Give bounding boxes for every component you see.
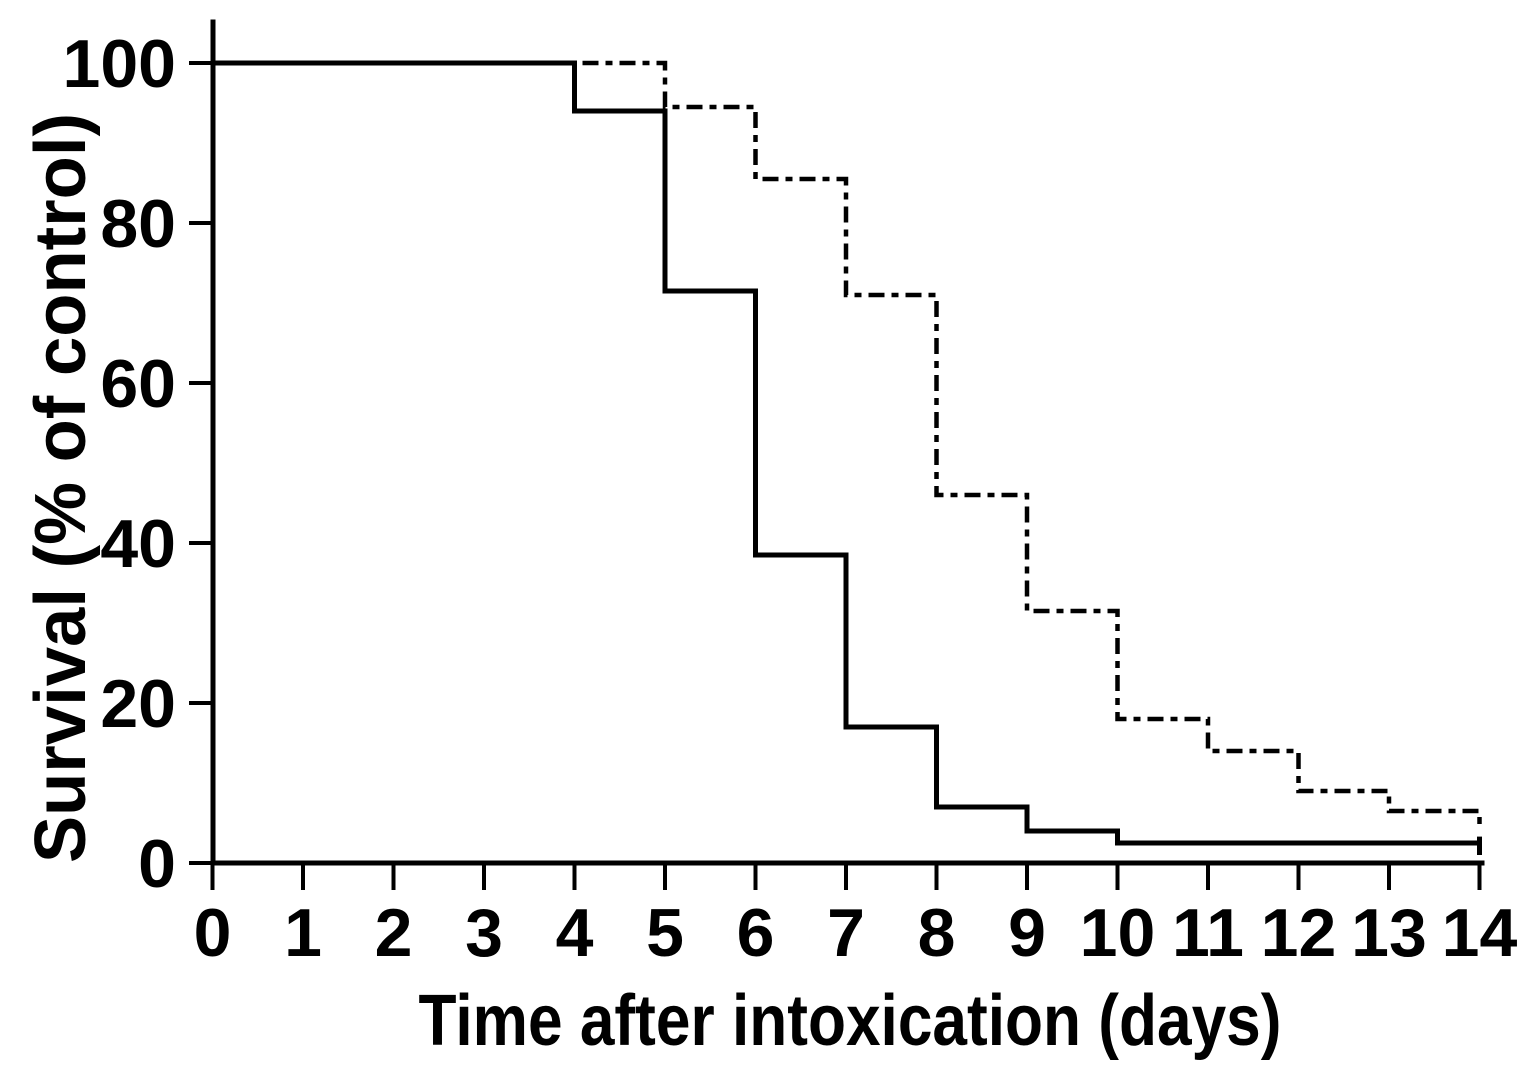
y-tick-label: 60 — [100, 346, 176, 422]
x-axis-title: Time after intoxication (days) — [419, 981, 1282, 1061]
x-tick-label: 5 — [646, 895, 684, 971]
y-tick-label: 0 — [138, 826, 176, 902]
x-tick-label: 0 — [194, 895, 232, 971]
y-tick-label: 40 — [100, 506, 176, 582]
x-axis-ticks — [210, 865, 1482, 890]
dashed-group-line — [212, 60, 1482, 831]
y-axis-ticks — [189, 61, 213, 865]
x-tick-label: 4 — [556, 895, 594, 971]
x-tick-label: 7 — [827, 895, 865, 971]
x-axis: 0 1 2 3 4 5 6 7 8 9 10 11 12 13 14 — [194, 860, 1518, 971]
y-tick-label: 100 — [63, 26, 176, 102]
y-axis-tick-labels: 0 20 40 60 80 100 — [63, 26, 176, 902]
x-tick-label: 14 — [1442, 895, 1518, 971]
x-tick-label: 12 — [1261, 895, 1337, 971]
x-tick-label: 2 — [375, 895, 413, 971]
y-tick-label: 20 — [100, 666, 176, 742]
x-tick-label: 9 — [1008, 895, 1046, 971]
x-tick-label: 11 — [1172, 895, 1244, 971]
y-axis-title: Survival (% of control) — [21, 113, 101, 863]
solid-group-line — [212, 60, 1480, 846]
x-tick-label: 1 — [284, 895, 322, 971]
x-tick-label: 10 — [1080, 895, 1156, 971]
y-axis: 0 20 40 60 80 100 — [63, 19, 216, 902]
x-tick-label: 3 — [465, 895, 503, 971]
x-tick-label: 6 — [737, 895, 775, 971]
survival-curves — [212, 60, 1482, 855]
x-tick-label: 13 — [1351, 895, 1427, 971]
y-tick-label: 80 — [100, 186, 176, 262]
x-tick-label: 8 — [918, 895, 956, 971]
x-axis-tick-labels: 0 1 2 3 4 5 6 7 8 9 10 11 12 13 14 — [194, 895, 1518, 971]
